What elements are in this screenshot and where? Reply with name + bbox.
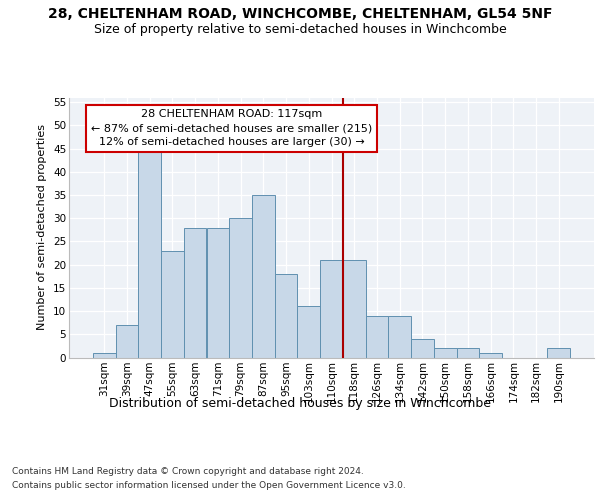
Bar <box>161 250 184 358</box>
Bar <box>411 339 434 357</box>
Bar <box>206 228 229 358</box>
Text: Contains public sector information licensed under the Open Government Licence v3: Contains public sector information licen… <box>12 481 406 490</box>
Bar <box>320 260 343 358</box>
Bar <box>457 348 479 358</box>
Text: Size of property relative to semi-detached houses in Winchcombe: Size of property relative to semi-detach… <box>94 22 506 36</box>
Bar <box>547 348 570 358</box>
Bar <box>479 353 502 358</box>
Bar <box>343 260 365 358</box>
Bar <box>275 274 298 357</box>
Y-axis label: Number of semi-detached properties: Number of semi-detached properties <box>37 124 47 330</box>
Bar <box>139 148 161 358</box>
Text: Contains HM Land Registry data © Crown copyright and database right 2024.: Contains HM Land Registry data © Crown c… <box>12 468 364 476</box>
Bar <box>365 316 388 358</box>
Bar <box>252 195 275 358</box>
Bar <box>184 228 206 358</box>
Bar <box>116 325 139 358</box>
Text: Distribution of semi-detached houses by size in Winchcombe: Distribution of semi-detached houses by … <box>109 398 491 410</box>
Bar <box>434 348 457 358</box>
Text: 28, CHELTENHAM ROAD, WINCHCOMBE, CHELTENHAM, GL54 5NF: 28, CHELTENHAM ROAD, WINCHCOMBE, CHELTEN… <box>48 8 552 22</box>
Bar <box>298 306 320 358</box>
Text: 28 CHELTENHAM ROAD: 117sqm
← 87% of semi-detached houses are smaller (215)
12% o: 28 CHELTENHAM ROAD: 117sqm ← 87% of semi… <box>91 109 372 147</box>
Bar <box>229 218 252 358</box>
Bar <box>93 353 116 358</box>
Bar <box>388 316 411 358</box>
